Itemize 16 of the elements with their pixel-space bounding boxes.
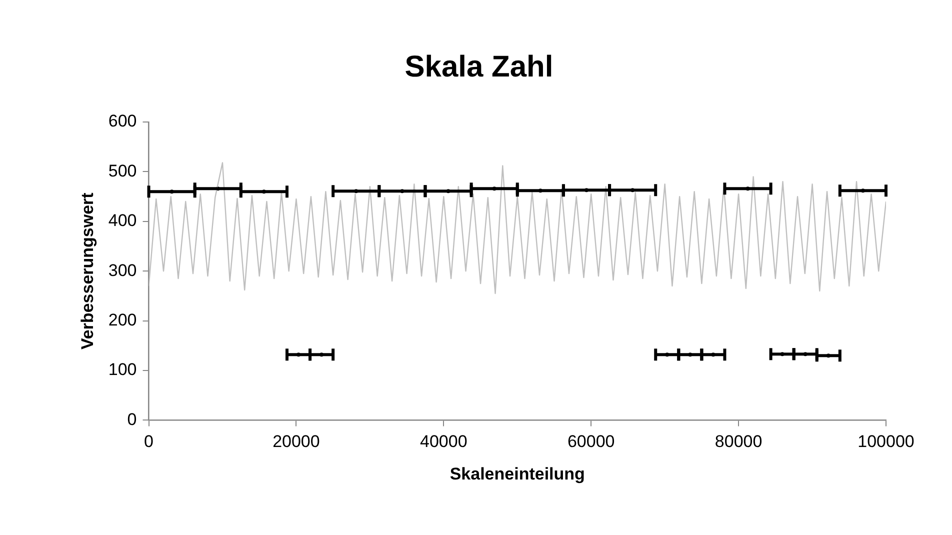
x-tick-label: 80000: [714, 432, 762, 452]
y-tick-label: 200: [108, 310, 137, 330]
y-tick-label: 500: [108, 161, 137, 180]
y-tick-label: 400: [108, 211, 137, 230]
x-tick-label: 100000: [858, 432, 914, 452]
y-axis-title: Verbesserungswert: [78, 192, 97, 350]
x-tick-label: 40000: [420, 432, 468, 452]
y-tick-label: 100: [108, 360, 137, 380]
y-tick-label: 600: [108, 112, 137, 131]
x-axis-title: Skaleneinteilung: [450, 464, 585, 484]
y-tick-label: 300: [108, 260, 137, 280]
x-tick-label: 60000: [567, 432, 615, 452]
x-tick-label: 20000: [272, 432, 320, 452]
y-tick-label: 0: [127, 410, 137, 429]
chart-title: Skala Zahl: [404, 50, 554, 84]
x-tick-label: 0: [144, 432, 154, 452]
